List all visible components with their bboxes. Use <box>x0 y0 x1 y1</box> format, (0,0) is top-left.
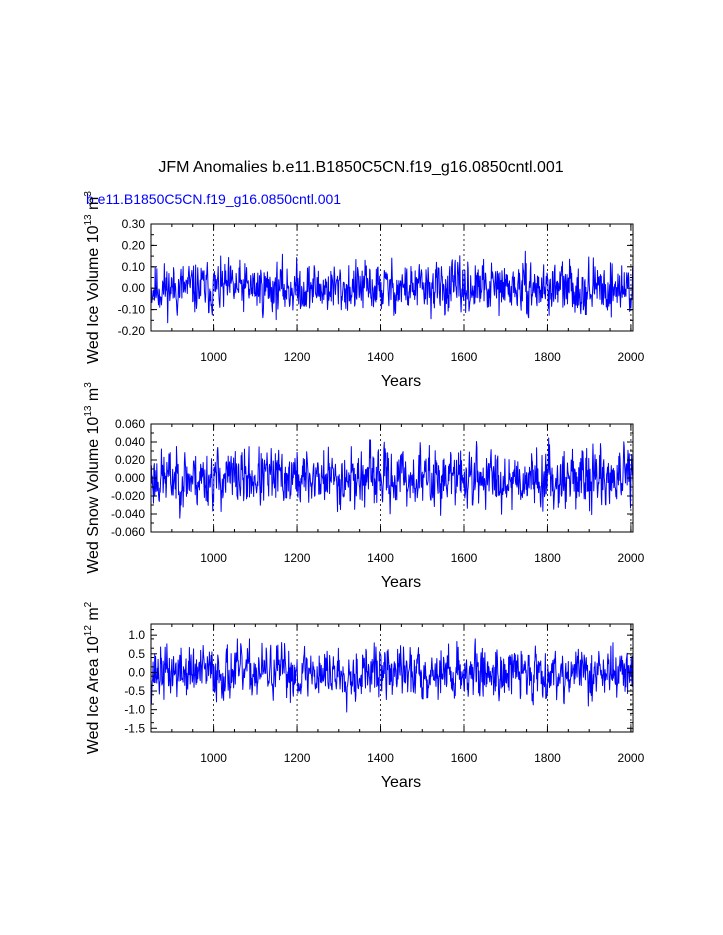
y-axis-title-exponent: 13 <box>83 405 94 417</box>
y-axis-title: Wed Ice Area 1012 m2 <box>83 601 102 754</box>
x-axis-title: Years <box>381 574 421 591</box>
y-axis-title-unit-exponent: 2 <box>83 601 94 607</box>
x-tick-label: 1200 <box>284 551 311 565</box>
y-tick-label: 0.000 <box>115 471 145 485</box>
chart-panels: -0.20 -0.10 0.00 0.10 0.20 0.30 1000 1200 1400 16… <box>83 191 645 791</box>
x-tick-label: 2000 <box>618 350 645 364</box>
y-tick-label: 0.0 <box>128 665 145 679</box>
series-line <box>150 250 634 324</box>
y-axis-title: Wed Ice Volume 1013 m3 <box>83 191 102 364</box>
chart-panel-1: -0.20 -0.10 0.00 0.10 0.20 0.30 1000 1200 1400 16… <box>83 191 645 390</box>
x-tick-label: 1000 <box>200 751 227 765</box>
y-tick-label: 0.020 <box>115 453 145 467</box>
x-tick-label: 1400 <box>367 751 394 765</box>
y-tick-label: 0.060 <box>115 417 145 431</box>
chart-panel-3: -1.5 -1.0 -0.5 0.0 0.5 1.0 1000 1200 1400 1600 180… <box>83 601 645 791</box>
y-tick-label: 0.040 <box>115 435 145 449</box>
chart-panel-2: -0.060 -0.040 -0.020 0.000 0.020 0.040 0.060 10… <box>83 382 645 591</box>
y-axis-title-main: Wed Ice Volume 10 <box>85 225 102 364</box>
y-tick-label: 0.00 <box>122 281 146 295</box>
plot-frame <box>150 623 634 733</box>
y-tick-label: 0.10 <box>122 260 146 274</box>
x-tick-label: 1400 <box>367 350 394 364</box>
y-tick-label: 0.30 <box>122 217 146 231</box>
y-axis-title-unit: m <box>85 388 102 406</box>
y-tick-label: -0.20 <box>118 324 146 338</box>
x-tick-label: 1000 <box>200 350 227 364</box>
y-axis-title-exponent: 13 <box>83 214 94 226</box>
x-tick-label: 1000 <box>200 551 227 565</box>
y-tick-label: 1.0 <box>128 628 145 642</box>
y-tick-label: -0.020 <box>111 489 145 503</box>
y-axis-title: Wed Snow Volume 1013 m3 <box>83 382 102 574</box>
figure-title: JFM Anomalies b.e11.B1850C5CN.f19_g16.08… <box>158 159 563 176</box>
x-tick-label: 1800 <box>534 751 561 765</box>
x-tick-label: 1400 <box>367 551 394 565</box>
x-tick-label: 1600 <box>451 751 478 765</box>
x-tick-label: 2000 <box>618 551 645 565</box>
y-axis-title-main: Wed Snow Volume 10 <box>85 417 102 574</box>
series-line <box>150 437 634 519</box>
y-tick-label: -0.060 <box>111 525 145 539</box>
y-tick-label: 0.5 <box>128 647 145 661</box>
x-tick-label: 1200 <box>284 350 311 364</box>
y-axis-title-exponent: 12 <box>83 625 94 637</box>
y-tick-label: -1.0 <box>124 703 145 717</box>
y-axis-title-unit-exponent: 3 <box>83 382 94 388</box>
y-axis-title-unit: m <box>85 607 102 625</box>
x-tick-label: 1600 <box>451 350 478 364</box>
y-tick-label: -0.5 <box>124 684 145 698</box>
series-line <box>150 638 634 713</box>
x-tick-label: 2000 <box>618 751 645 765</box>
y-axis-title-unit: m <box>85 197 102 215</box>
x-axis-title: Years <box>381 774 421 791</box>
y-axis-title-unit-exponent: 3 <box>83 191 94 197</box>
x-tick-label: 1600 <box>451 551 478 565</box>
x-tick-label: 1200 <box>284 751 311 765</box>
figure-subtitle: b.e11.B1850C5CN.f19_g16.0850cntl.001 <box>86 191 341 207</box>
y-axis-title-main: Wed Ice Area 10 <box>85 636 102 754</box>
y-tick-label: -0.10 <box>118 303 146 317</box>
x-axis-title: Years <box>381 373 421 390</box>
y-tick-label: 0.20 <box>122 238 146 252</box>
x-tick-label: 1800 <box>534 551 561 565</box>
y-tick-label: -0.040 <box>111 507 145 521</box>
x-tick-label: 1800 <box>534 350 561 364</box>
y-tick-label: -1.5 <box>124 721 145 735</box>
